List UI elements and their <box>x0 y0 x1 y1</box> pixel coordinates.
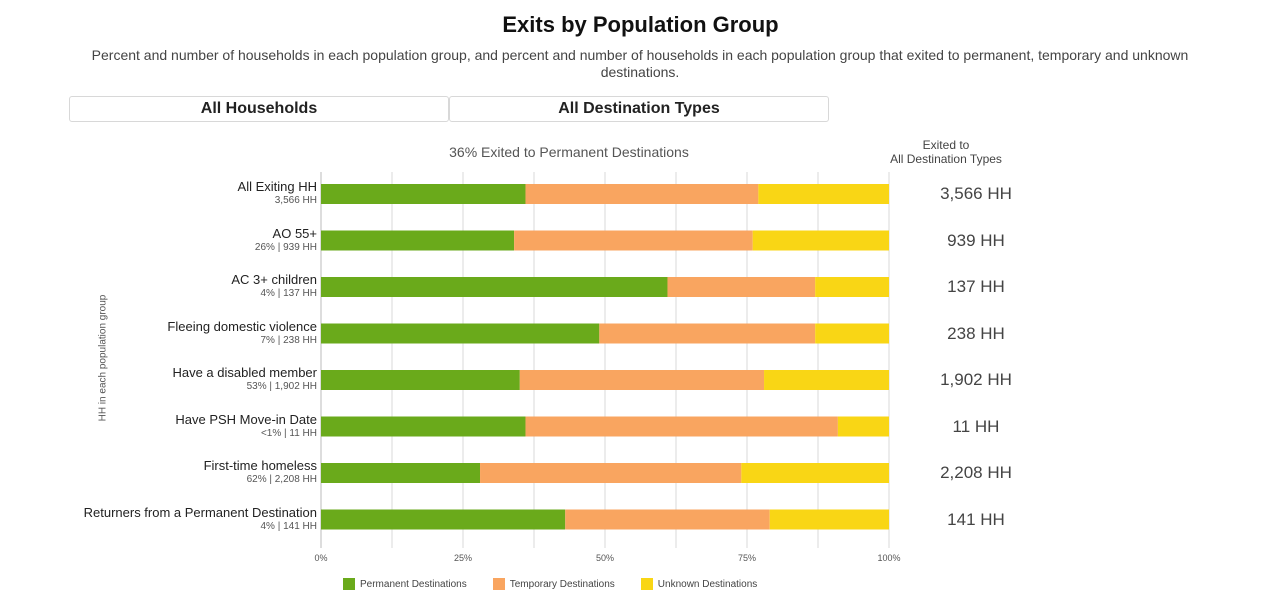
legend-swatch-temporary <box>492 578 505 590</box>
category-subtitle: 4% | 137 HH <box>260 288 317 299</box>
category-name: Have a disabled member <box>172 365 317 380</box>
household-filter-button[interactable]: All Households <box>69 96 449 122</box>
bar-unknown <box>769 509 889 530</box>
category-name: Returners from a Permanent Destination <box>83 504 317 520</box>
category-total: 11 HH <box>952 416 1000 436</box>
category-subtitle: 62% | 2,208 HH <box>246 474 317 485</box>
totals-header-line2: All Destination Types <box>890 152 1002 166</box>
category-total: 3,566 HH <box>940 184 1012 203</box>
legend-swatch-unknown <box>640 578 653 590</box>
x-tick-label: 0% <box>314 553 327 563</box>
category-label: AO 55+ 26% | 939 HH <box>10 226 317 254</box>
category-name: First-time homeless <box>203 458 317 473</box>
bar-unknown <box>764 370 889 390</box>
legend-label-temporary: Temporary Destinations <box>509 578 615 590</box>
bar-temporary <box>525 184 759 204</box>
category-subtitle: 7% | 238 HH <box>260 334 317 346</box>
bar-permanent <box>321 323 600 344</box>
bar-permanent <box>321 509 566 530</box>
page-title: Exits by Population Group <box>502 12 779 37</box>
bar-unknown <box>815 277 889 297</box>
chart-legend: Permanent Destinations Temporary Destina… <box>343 578 757 590</box>
category-total: 2,208 HH <box>940 463 1012 482</box>
category-name: AC 3+ children <box>231 272 317 287</box>
bar-temporary <box>525 416 838 437</box>
legend-swatch-permanent <box>343 578 355 590</box>
category-label: Fleeing domestic violence 7% | 238 HH <box>10 319 317 347</box>
x-tick-label: 100% <box>877 553 900 563</box>
category-name: Have PSH Move-in Date <box>175 411 317 427</box>
category-name: All Exiting HH <box>237 179 317 194</box>
category-total: 238 HH <box>947 323 1005 343</box>
bar-permanent <box>321 184 526 204</box>
category-name: Fleeing domestic violence <box>167 318 317 334</box>
x-tick-label: 75% <box>738 553 756 563</box>
bar-unknown <box>758 184 889 204</box>
category-total: 1,902 HH <box>940 370 1012 389</box>
category-label: Have a disabled member 53% | 1,902 HH <box>10 365 317 393</box>
bar-permanent <box>321 416 526 437</box>
totals-header: Exited to All Destination Types <box>876 138 1016 166</box>
category-label: Returners from a Permanent Destination 4%… <box>10 505 317 533</box>
category-total: 141 HH <box>947 509 1005 529</box>
category-label: AC 3+ children 4% | 137 HH <box>10 272 317 300</box>
category-label: First-time homeless 62% | 2,208 HH <box>10 458 317 486</box>
category-total: 137 HH <box>947 277 1005 296</box>
category-label: Have PSH Move-in Date <1% | 11 HH <box>10 412 317 440</box>
bar-temporary <box>565 509 770 530</box>
category-subtitle: 3,566 HH <box>274 195 317 206</box>
bar-unknown <box>741 463 889 483</box>
legend-label-permanent: Permanent Destinations <box>360 578 467 590</box>
bar-temporary <box>480 463 742 483</box>
bar-temporary <box>599 323 816 344</box>
bar-temporary <box>667 277 816 297</box>
bar-permanent <box>321 463 481 483</box>
x-tick-label: 50% <box>596 553 614 563</box>
bar-unknown <box>815 323 889 344</box>
bar-permanent <box>321 230 515 251</box>
category-subtitle: 4% | 141 HH <box>260 520 317 532</box>
totals-header-line1: Exited to <box>922 138 970 152</box>
bar-unknown <box>837 416 889 437</box>
bar-temporary <box>514 230 753 251</box>
category-subtitle: 53% | 1,902 HH <box>246 381 317 392</box>
page-subtitle: Percent and number of households in each… <box>91 47 1189 80</box>
x-tick-label: 25% <box>454 553 472 563</box>
legend-item-temporary[interactable]: Temporary Destinations <box>492 578 615 590</box>
category-subtitle: 26% | 939 HH <box>254 241 317 253</box>
destination-filter-button[interactable]: All Destination Types <box>449 96 829 122</box>
bar-permanent <box>321 370 520 390</box>
chart-title: 36% Exited to Permanent Destinations <box>449 144 689 160</box>
category-total: 939 HH <box>947 230 1005 250</box>
category-name: AO 55+ <box>272 225 317 241</box>
legend-item-unknown[interactable]: Unknown Destinations <box>640 578 758 590</box>
legend-item-permanent[interactable]: Permanent Destinations <box>343 578 467 590</box>
bar-permanent <box>321 277 668 297</box>
bar-unknown <box>752 230 889 251</box>
bar-temporary <box>519 370 765 390</box>
category-label: All Exiting HH 3,566 HH <box>10 179 317 207</box>
category-subtitle: <1% | 11 HH <box>260 427 317 439</box>
legend-label-unknown: Unknown Destinations <box>657 578 758 590</box>
